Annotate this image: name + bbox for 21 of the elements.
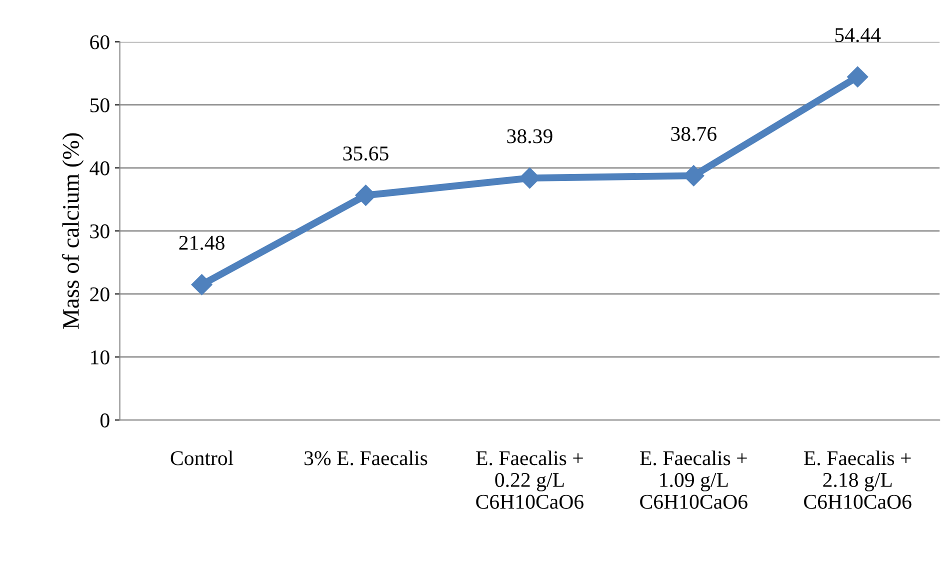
x-tick-label: 3% E. Faecalis bbox=[304, 450, 428, 466]
data-label: 38.39 bbox=[507, 129, 552, 144]
data-label: 35.65 bbox=[343, 146, 388, 161]
y-tick-label: 50 bbox=[90, 98, 110, 112]
y-tick-label: 40 bbox=[90, 161, 110, 176]
y-tick-label: 0 bbox=[100, 413, 110, 428]
data-label: 38.76 bbox=[671, 126, 716, 142]
point bbox=[191, 274, 212, 296]
data-label: 21.48 bbox=[179, 236, 224, 250]
x-tick-label: E. Faecalis + 1.09 g/L C6H10CaO6 bbox=[640, 450, 748, 509]
point bbox=[355, 184, 376, 206]
y-axis-title: Mass of calcium (%) bbox=[62, 133, 84, 329]
y-tick-label: 60 bbox=[90, 35, 110, 50]
data-label: 54.44 bbox=[835, 28, 881, 42]
y-tick-label: 10 bbox=[91, 350, 110, 364]
x-tick-label: E. Faecalis + 2.18 g/L C6H10CaO6 bbox=[804, 450, 912, 509]
point bbox=[847, 66, 868, 88]
x-tick-label: Control bbox=[170, 450, 234, 466]
y-tick-label: 20 bbox=[90, 287, 110, 302]
x-tick-label: E. Faecalis + 0.22 g/L C6H10CaO6 bbox=[476, 450, 584, 509]
y-tick-label: 30 bbox=[90, 224, 110, 238]
